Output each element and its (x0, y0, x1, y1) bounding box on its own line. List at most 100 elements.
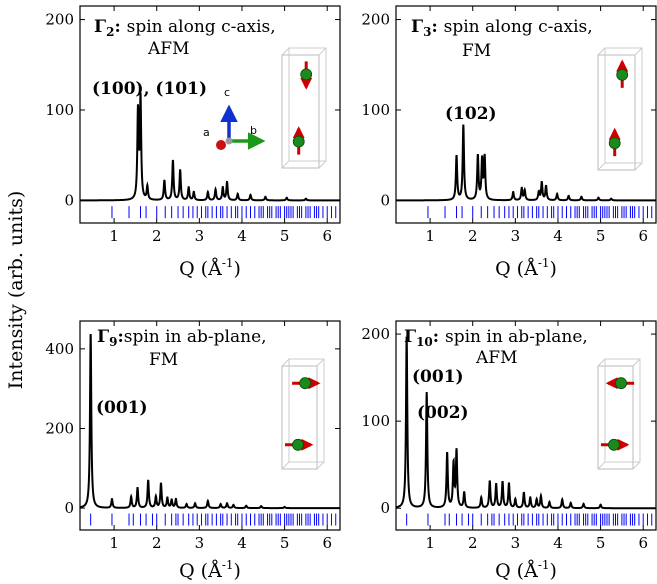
magnetic-atom (616, 68, 629, 81)
tick-group: 1 2 3 4 5 6 0 200 400 (45, 321, 340, 552)
panel-title: Γ9:spin in ab-plane, (97, 327, 267, 349)
cell-edge (281, 461, 290, 470)
panel-gamma9: 1 2 3 4 5 6 0 200 400 Γ9:spin in ab-plane, FM (0… (45, 320, 341, 582)
title-line2: AFM (147, 39, 189, 59)
pattern-line (395, 336, 656, 510)
cell-edge (318, 160, 327, 169)
y-tick-label: 0 (64, 499, 74, 517)
tick-group: 1 2 3 4 5 6 0 100 200 (45, 6, 340, 245)
x-tick-label: 3 (195, 227, 205, 245)
peak-label: (002) (417, 403, 469, 423)
x-tick-label: 5 (596, 534, 606, 552)
magnetic-atom (292, 135, 305, 148)
title-colon: : (433, 327, 445, 347)
c-axis-label: c (224, 86, 230, 99)
x-axis-label: Q (Å-1) (495, 256, 557, 280)
x-tick-label: 2 (152, 227, 162, 245)
reflection-markers (427, 206, 653, 219)
plot-frame (395, 5, 657, 224)
cell-edge (597, 47, 606, 56)
cell-front-face (281, 365, 318, 470)
cell-front-face (597, 365, 634, 470)
panel-title: Γ3: spin along c-axis, (411, 17, 593, 39)
y-axis-label: Intensity (arb. units) (5, 191, 27, 390)
cell-edge (634, 162, 643, 171)
pattern-line (396, 124, 656, 202)
x-tick-label: 1 (425, 534, 435, 552)
x-tick-label: 6 (638, 227, 648, 245)
title-line2: FM (462, 41, 491, 61)
cell-edge (316, 461, 325, 470)
peak-label: (001) (96, 398, 148, 418)
y-tick-label: 200 (361, 11, 390, 29)
tick-group: 1 2 3 4 5 6 0 100 200 (361, 6, 656, 245)
peak-label: (100), (101) (92, 79, 207, 99)
y-tick-label: 0 (380, 499, 390, 517)
x-tick-label: 3 (511, 227, 521, 245)
x-tick-label: 2 (468, 534, 478, 552)
x-tick-label: 5 (596, 227, 606, 245)
cell-back-face (288, 358, 325, 463)
cell-back-face (604, 47, 643, 164)
cell-edge (281, 160, 290, 169)
magnetic-atom (608, 438, 620, 451)
y-tick-label: 200 (45, 11, 74, 29)
x-tick-label: 6 (322, 534, 332, 552)
y-tick-label: 200 (45, 419, 74, 437)
cell-edge (632, 461, 641, 470)
cell-edge (318, 47, 327, 56)
cell-edge (634, 47, 643, 56)
x-tick-label: 5 (280, 534, 290, 552)
x-tick-label: 3 (195, 534, 205, 552)
cell-back-face (288, 47, 327, 162)
cell-edge (632, 358, 641, 367)
x-tick-label: 1 (109, 227, 119, 245)
title-colon: : (114, 17, 126, 37)
reflection-markers (406, 513, 653, 526)
title-line1: spin in ab-plane, (445, 327, 588, 347)
magnetic-atom (615, 377, 627, 390)
y-tick-label: 200 (361, 325, 390, 343)
y-tick-label: 100 (361, 412, 390, 430)
x-tick-label: 6 (638, 534, 648, 552)
y-tick-label: 400 (45, 340, 74, 358)
title-colon: : (117, 327, 123, 347)
peak-label: (102) (445, 104, 497, 124)
x-tick-label: 3 (511, 534, 521, 552)
panel-title: Γ2: spin along c-axis, (94, 17, 276, 39)
y-tick-label: 0 (64, 191, 74, 209)
tick-group: 1 2 3 4 5 6 0 100 200 (361, 321, 656, 552)
x-axis-label: Q (Å-1) (179, 256, 241, 280)
magnetic-atom (299, 377, 312, 390)
title-colon: : (431, 17, 443, 37)
panel-title: Γ10: spin in ab-plane, (404, 327, 588, 349)
x-tick-label: 4 (553, 227, 563, 245)
cell-edge (597, 162, 606, 171)
x-tick-label: 1 (109, 534, 119, 552)
reflection-markers (90, 513, 337, 526)
title-symbol: Γ (97, 327, 109, 347)
cell-edge (281, 47, 290, 56)
x-tick-label: 5 (280, 227, 290, 245)
title-subscript: 9 (109, 335, 117, 349)
magnetic-atom (608, 137, 621, 150)
magnetic-atom (300, 68, 313, 81)
x-tick-label: 4 (237, 227, 247, 245)
unit-cell-inset (597, 47, 643, 171)
cell-edge (597, 461, 606, 470)
pattern-line (79, 333, 340, 510)
cell-back-face (604, 358, 641, 463)
cell-front-face (597, 54, 636, 171)
plot-frame (79, 5, 341, 224)
b-axis-label: b (250, 124, 257, 137)
reflection-markers (111, 206, 337, 219)
unit-cell-inset (281, 358, 325, 470)
a-axis-label: a (203, 126, 210, 139)
panel-gamma10: 1 2 3 4 5 6 0 100 200 Γ10: spin in ab-plane, AFM… (361, 320, 657, 582)
title-line2: AFM (475, 348, 517, 368)
unit-cell-inset (281, 47, 327, 169)
x-tick-label: 4 (237, 534, 247, 552)
